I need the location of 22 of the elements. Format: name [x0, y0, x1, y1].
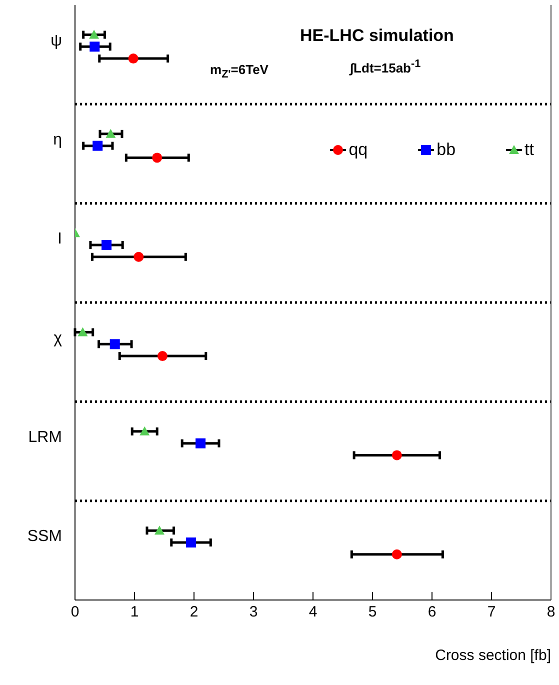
x-tick-label: 0 — [70, 604, 80, 621]
y-tick-label: η — [53, 132, 62, 149]
y-tick-label: SSM — [27, 528, 62, 546]
y-tick-label: χ — [54, 330, 63, 347]
legend-label: qq — [348, 140, 368, 160]
x-tick-label: 1 — [130, 604, 139, 621]
x-tick-label: 2 — [190, 604, 198, 621]
x-tick-label: 4 — [308, 604, 318, 621]
x-axis-title: Cross section [fb] — [435, 647, 551, 664]
x-tick-label: 7 — [487, 604, 496, 621]
y-tick-label: I — [58, 230, 62, 248]
annotation: ∫Ldt=15ab$^{-1}$ — [350, 58, 421, 76]
x-tick-label: 3 — [249, 604, 258, 621]
annotation: m$_{Z'}$=6TeV — [210, 62, 268, 81]
x-tick-label: 5 — [368, 604, 377, 621]
legend-label: tt — [524, 140, 534, 160]
y-tick-label: LRM — [28, 429, 62, 446]
x-tick-label: 6 — [428, 604, 436, 621]
x-tick-label: 8 — [546, 604, 556, 621]
legend-label: bb — [436, 140, 456, 160]
y-tick-label: ψ — [50, 32, 62, 50]
annotation: HE-LHC simulation — [300, 26, 454, 46]
